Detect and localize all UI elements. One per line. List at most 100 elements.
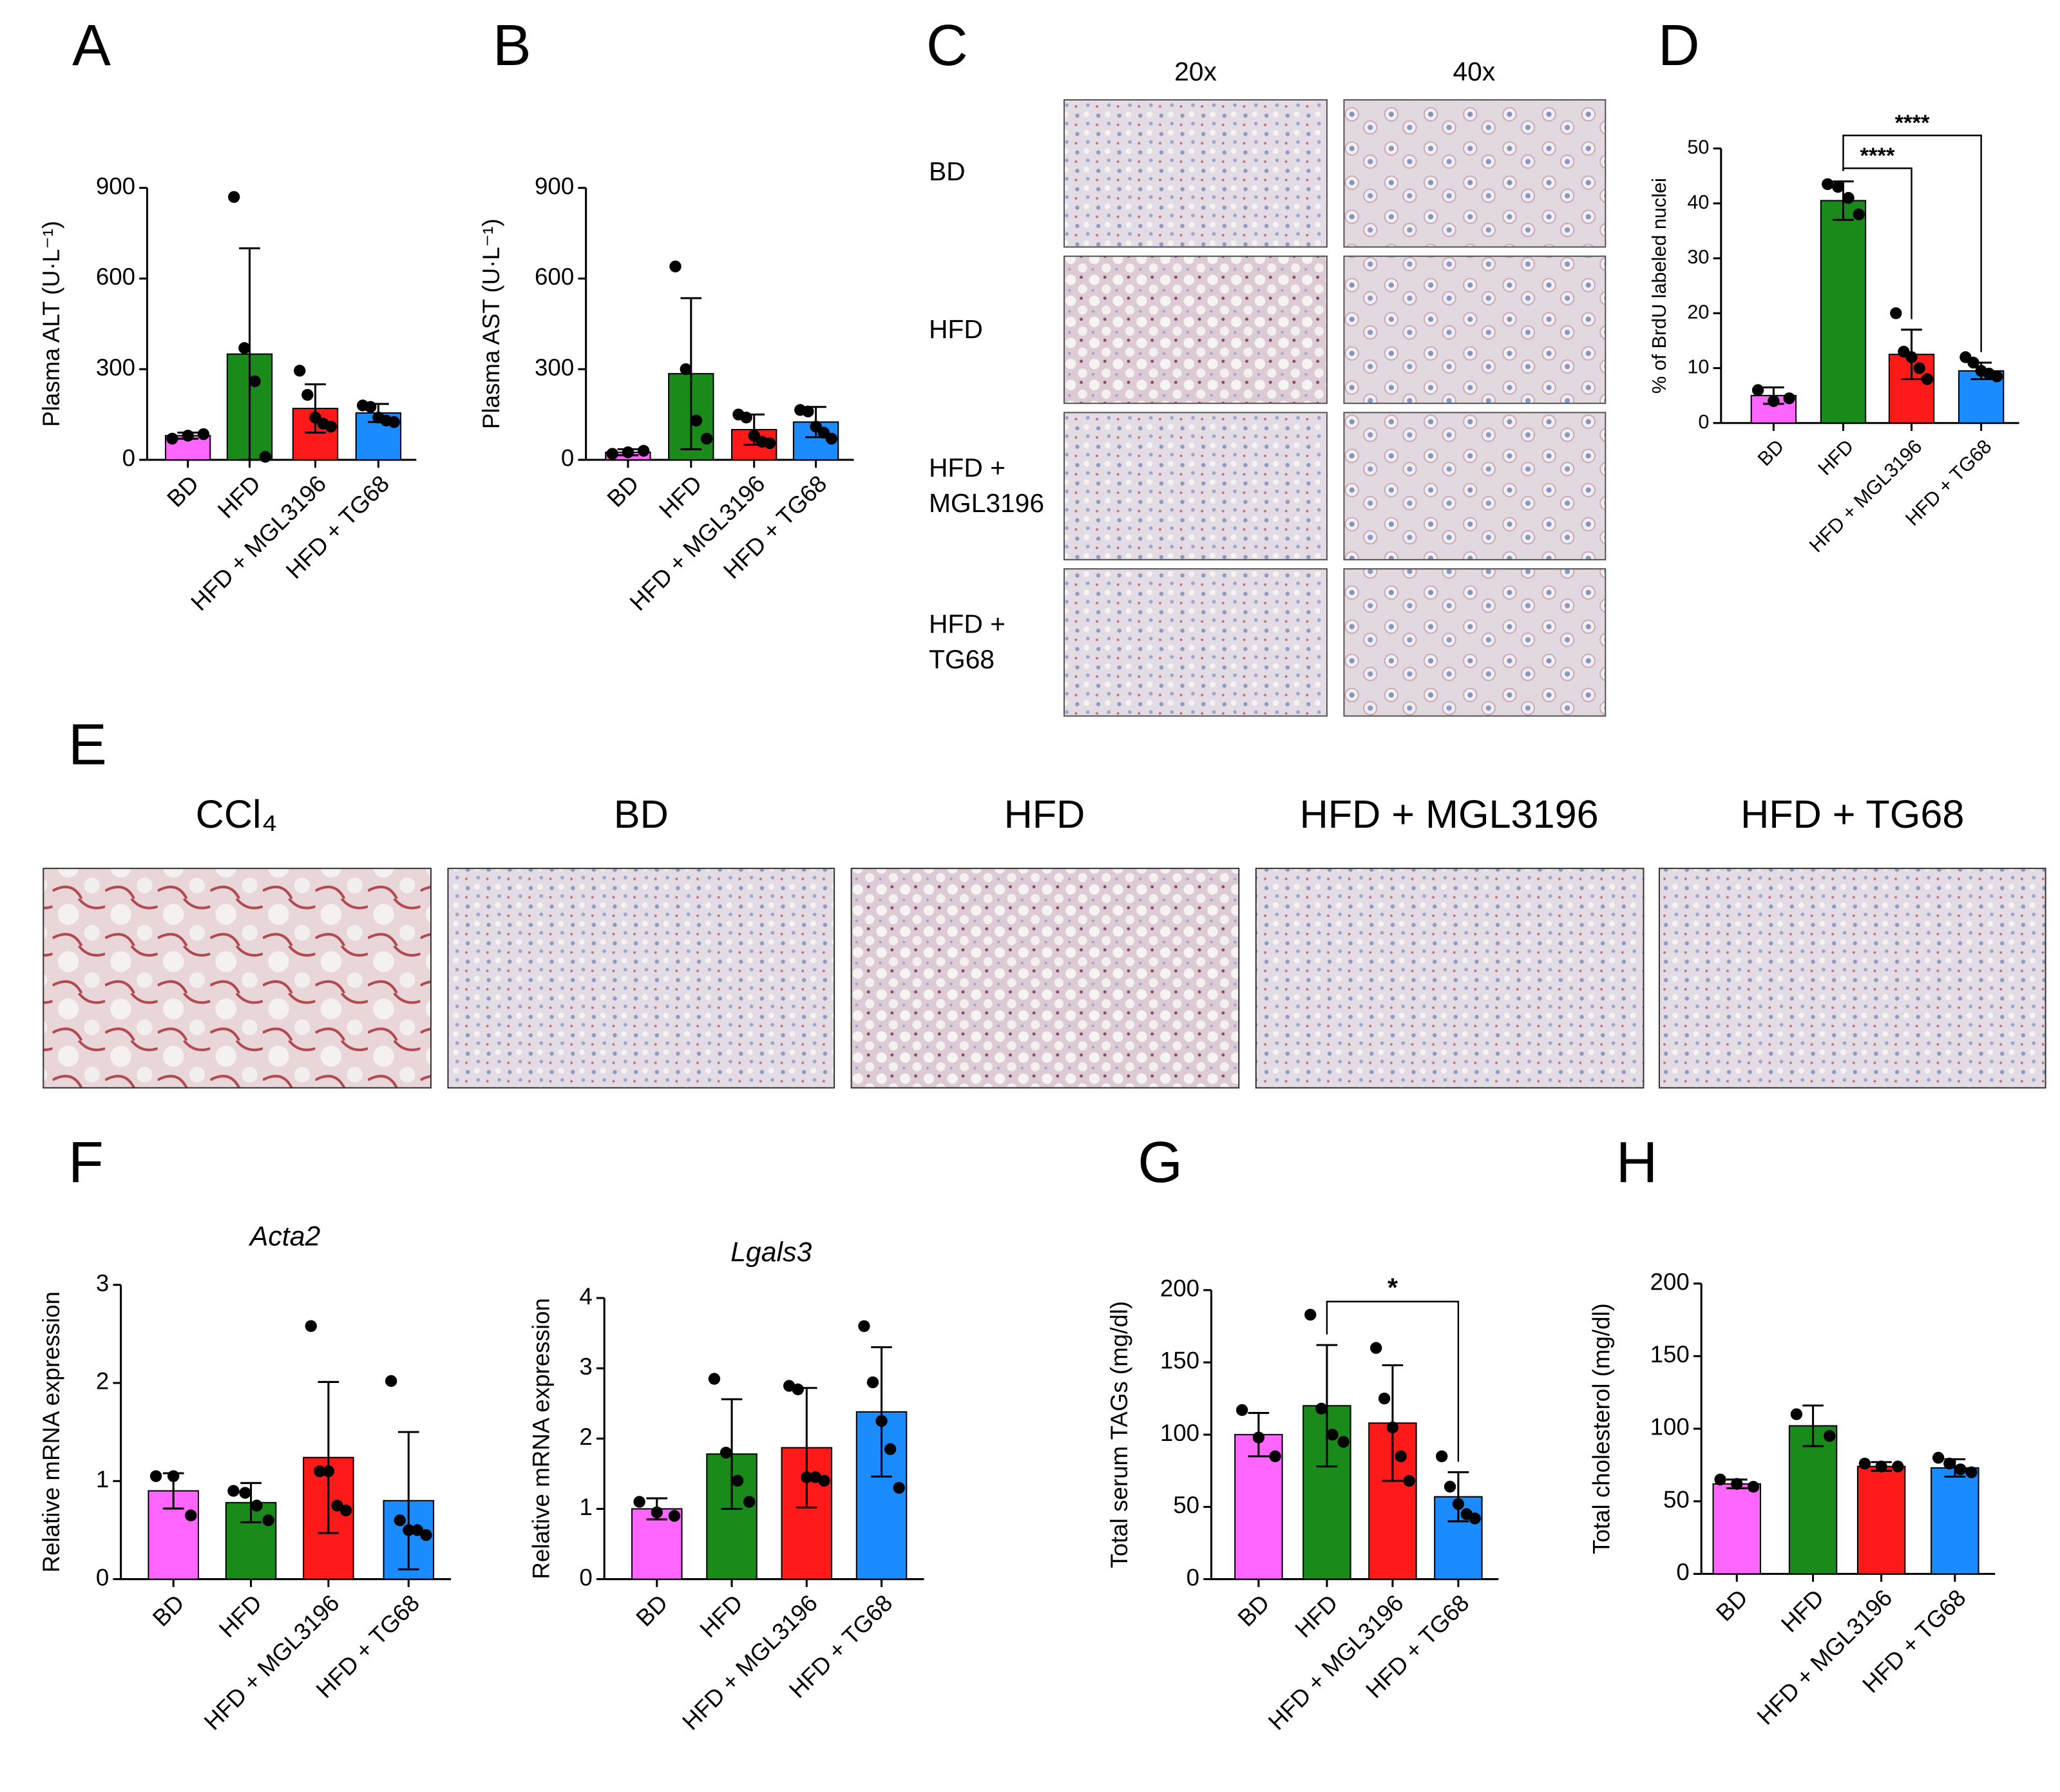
- data-point: [720, 1446, 732, 1459]
- data-point: [875, 1415, 888, 1427]
- data-point: [1954, 1463, 1967, 1476]
- y-tick-label: 10: [1687, 356, 1709, 378]
- data-point: [818, 1474, 830, 1487]
- data-point: [1252, 1431, 1265, 1444]
- y-tick-label: 1: [579, 1494, 592, 1520]
- data-point: [1236, 1404, 1248, 1416]
- data-point: [680, 363, 692, 376]
- y-tick-label: 0: [1698, 411, 1709, 433]
- panel-letter: D: [1658, 14, 1700, 78]
- data-point: [259, 451, 271, 463]
- image-label: HFD + TG68: [1741, 792, 1964, 836]
- data-point: [388, 416, 400, 428]
- x-tick-label: HFD: [1290, 1590, 1342, 1643]
- data-point: [166, 432, 178, 445]
- y-tick-label: 50: [1173, 1492, 1199, 1518]
- data-point: [1967, 356, 1979, 369]
- y-tick-label: 300: [96, 354, 135, 381]
- data-point: [1269, 1450, 1281, 1463]
- micrographs-c: [1063, 99, 1607, 717]
- data-point: [669, 260, 682, 272]
- data-point: [668, 1510, 681, 1522]
- y-tick-label: 2: [579, 1424, 592, 1450]
- data-point: [801, 1471, 813, 1483]
- bar: [1856, 1465, 1906, 1575]
- data-point: [622, 446, 634, 459]
- row-label: HFD +: [929, 609, 1006, 639]
- micrograph: [1063, 99, 1328, 248]
- data-point: [1386, 1421, 1399, 1434]
- y-tick-label: 0: [96, 1564, 109, 1590]
- y-tick-label: 150: [1650, 1341, 1690, 1368]
- y-tick-label: 0: [122, 445, 135, 472]
- row-label: TG68: [929, 645, 995, 674]
- data-point: [1315, 1402, 1328, 1415]
- data-point: [411, 1524, 424, 1536]
- data-point: [633, 1496, 645, 1508]
- y-axis-label: Total serum TAGs (mg/dl): [1106, 1301, 1132, 1568]
- chart-title: Lgals3: [730, 1237, 812, 1268]
- x-tick-label: BD: [631, 1590, 672, 1632]
- x-tick-label: HFD: [214, 1590, 267, 1643]
- data-point: [1768, 395, 1780, 407]
- data-point: [1783, 392, 1795, 405]
- data-point: [825, 432, 838, 445]
- y-tick-label: 600: [96, 263, 135, 290]
- data-point: [197, 428, 210, 441]
- data-point: [322, 1465, 335, 1478]
- micrograph: [850, 868, 1240, 1089]
- data-point: [1892, 1460, 1904, 1473]
- column-label: 20x: [1174, 57, 1217, 86]
- data-point: [325, 421, 337, 433]
- image-label: HFD: [1004, 792, 1085, 836]
- x-tick-label: BD: [1233, 1590, 1275, 1632]
- y-tick-label: 600: [535, 263, 574, 290]
- data-point: [1444, 1480, 1456, 1493]
- y-tick-label: 20: [1687, 301, 1709, 323]
- y-tick-label: 0: [1676, 1559, 1689, 1585]
- significance-bracket: [1842, 135, 1982, 352]
- data-point: [149, 1470, 162, 1482]
- significance-label: *: [1388, 1272, 1398, 1302]
- data-point: [314, 1465, 326, 1478]
- data-point: [365, 401, 377, 413]
- data-point: [1858, 1457, 1871, 1470]
- y-tick-label: 3: [579, 1353, 592, 1380]
- x-tick-label: BD: [602, 470, 644, 512]
- y-tick-label: 4: [579, 1283, 592, 1310]
- data-point: [1913, 362, 1925, 374]
- y-axis-label: % of BrdU labeled nuclei: [1648, 178, 1670, 394]
- data-point: [228, 191, 240, 203]
- data-point: [420, 1529, 432, 1541]
- x-tick-label: HFD: [1814, 435, 1858, 479]
- panel-letter: C: [926, 14, 968, 78]
- data-point: [802, 405, 814, 417]
- data-point: [1747, 1481, 1760, 1493]
- image-label: BD: [614, 792, 669, 836]
- y-axis-label: Total cholesterol (mg/dl): [1588, 1303, 1614, 1554]
- data-point: [740, 412, 752, 424]
- y-axis-label: Plasma AST (U·L⁻¹): [478, 218, 504, 429]
- row-label: MGL3196: [929, 488, 1044, 518]
- data-point: [1790, 1408, 1803, 1420]
- data-point: [1905, 351, 1918, 363]
- y-axis-label: Relative mRNA expression: [528, 1298, 555, 1579]
- y-axis-label: Relative mRNA expression: [38, 1292, 64, 1573]
- micrograph: [1343, 99, 1607, 248]
- panel-letter: F: [68, 1130, 104, 1195]
- bar: [1931, 1467, 1979, 1575]
- y-tick-label: 900: [535, 173, 574, 199]
- data-point: [1842, 192, 1855, 204]
- y-tick-label: 200: [1650, 1268, 1690, 1295]
- data-point: [1943, 1457, 1956, 1470]
- data-point: [167, 1470, 180, 1482]
- data-point: [305, 1320, 317, 1332]
- y-tick-label: 3: [96, 1270, 109, 1296]
- data-point: [1965, 1466, 1978, 1478]
- x-tick-label: HFD: [1776, 1585, 1829, 1637]
- row-label: BD: [929, 157, 966, 186]
- y-tick-label: 40: [1687, 191, 1709, 213]
- data-point: [893, 1482, 905, 1494]
- data-point: [1731, 1478, 1743, 1490]
- data-point: [1822, 178, 1834, 191]
